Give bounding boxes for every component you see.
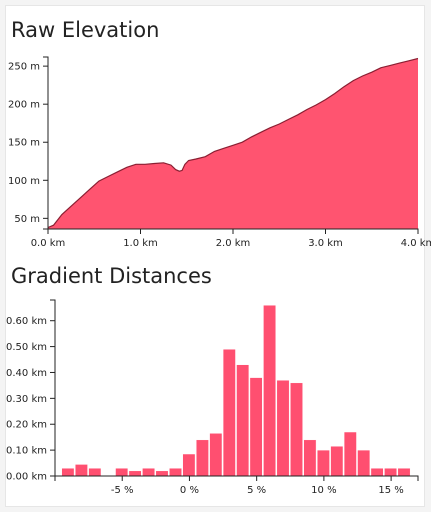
gradient-chart-title: Gradient Distances (11, 264, 212, 288)
gradient-bar (155, 470, 169, 477)
gradient-bar (276, 379, 290, 477)
gradient-bar (182, 453, 196, 477)
gradient-bar (209, 433, 223, 477)
gradient-bar (61, 467, 75, 477)
gradient-bar (370, 467, 384, 477)
gradient-x-tick-label: 10 % (311, 485, 336, 496)
elevation-x-tick-label: 4.0 km (401, 238, 431, 249)
elevation-x-tick-label: 2.0 km (216, 238, 251, 249)
gradient-x-tick-label: -5 % (111, 485, 134, 496)
gradient-bar (169, 467, 182, 477)
gradient-y-axis (50, 299, 56, 477)
gradient-bar (128, 470, 142, 477)
gradient-bar (316, 449, 330, 477)
gradient-bar (330, 445, 344, 477)
gradient-bar (74, 464, 88, 477)
elevation-y-tick-label: 250 m (8, 62, 40, 73)
gradient-bar (397, 467, 411, 477)
gradient-bar (115, 467, 129, 477)
gradient-bar (290, 382, 303, 477)
elevation-chart-title: Raw Elevation (11, 18, 160, 42)
gradient-y-tick-label: 0.00 km (6, 472, 47, 483)
gradient-y-tick-label: 0.60 km (6, 316, 47, 327)
gradient-bar (357, 449, 371, 477)
gradient-bar (249, 377, 263, 477)
elevation-x-tick-label: 1.0 km (123, 238, 158, 249)
gradient-bar (195, 439, 209, 477)
gradient-bar (88, 467, 102, 477)
gradient-bar (263, 304, 277, 477)
gradient-y-tick-label: 0.30 km (6, 394, 47, 405)
gradient-y-tick-label: 0.50 km (6, 342, 47, 353)
elevation-y-tick-label: 150 m (8, 138, 40, 149)
elevation-x-tick-label: 0.0 km (31, 238, 66, 249)
gradient-bar (303, 439, 317, 477)
gradient-x-tick-label: 5 % (247, 485, 266, 496)
elevation-y-tick-label: 50 m (14, 214, 40, 225)
gradient-x-axis (54, 475, 419, 481)
gradient-y-tick-label: 0.10 km (6, 446, 47, 457)
gradient-x-tick-label: 0 % (180, 485, 199, 496)
elevation-y-tick-label: 200 m (8, 100, 40, 111)
elevation-line (47, 57, 419, 229)
elevation-x-tick-label: 3.0 km (308, 238, 343, 249)
gradient-y-tick-label: 0.40 km (6, 368, 47, 379)
elevation-y-axis (43, 56, 49, 230)
gradient-bar (236, 364, 250, 477)
gradient-bar (384, 467, 398, 477)
gradient-x-tick-label: 15 % (378, 485, 403, 496)
elevation-y-tick-label: 100 m (8, 176, 40, 187)
elevation-area (48, 58, 418, 229)
gradient-bar (222, 348, 236, 477)
gradient-bar (343, 431, 357, 477)
gradient-y-tick-label: 0.20 km (6, 420, 47, 431)
gradient-bar (142, 467, 156, 477)
